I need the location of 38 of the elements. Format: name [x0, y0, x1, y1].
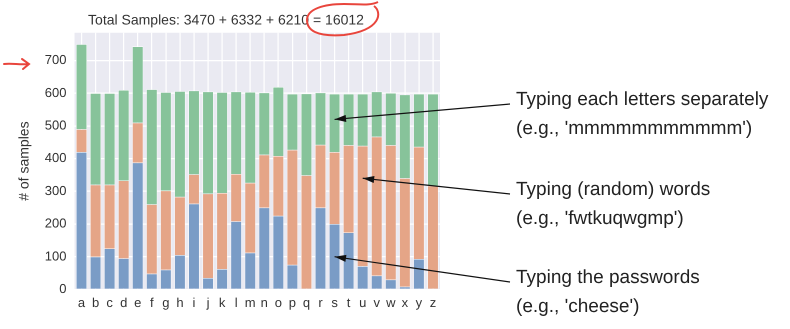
x-tick-label: g	[162, 294, 170, 310]
x-tick-label: j	[206, 294, 210, 310]
x-tick-label: r	[318, 294, 324, 310]
y-tick-label: 600	[44, 84, 66, 100]
x-tick-label: t	[346, 294, 351, 310]
annotation: Typing the passwords (e.g., 'cheese')	[516, 267, 700, 318]
y-tick-label: 300	[44, 182, 66, 198]
x-tick-label: k	[218, 294, 226, 310]
x-tick-label: q	[302, 294, 310, 310]
x-tick-label: f	[150, 294, 154, 310]
x-tick-label: l	[234, 294, 238, 310]
y-tick-label: 700	[44, 52, 66, 68]
x-tick-label: s	[331, 294, 338, 310]
x-tick-label: x	[402, 294, 409, 310]
x-tick-label: b	[92, 294, 100, 310]
y-tick-label: 100	[44, 248, 66, 264]
x-tick-label: m	[244, 294, 256, 310]
x-tick-label: i	[192, 294, 196, 310]
x-tick-label: a	[78, 294, 86, 310]
x-tick-label: n	[260, 294, 268, 310]
x-tick-label: v	[373, 294, 380, 310]
y-axis-title: # of samples	[15, 121, 32, 201]
annotation: Typing (random) words (e.g., 'fwtkuqwgmp')	[516, 179, 710, 230]
x-tick-label: u	[359, 294, 366, 310]
x-tick-label: w	[385, 294, 396, 310]
x-tick-label: z	[430, 294, 436, 310]
y-tick-label: 200	[44, 216, 66, 231]
x-tick-label: o	[274, 294, 282, 310]
x-tick-label: p	[288, 294, 296, 310]
annotation: Typing each letters separately (e.g., 'mmmmmmmmmmm')	[516, 89, 769, 140]
x-tick-label: e	[134, 294, 142, 310]
x-tick-label: y	[416, 294, 423, 310]
y-tick-label: 0	[59, 280, 66, 296]
y-tick-label: 500	[44, 118, 66, 133]
y-tick-label: 400	[44, 150, 66, 166]
x-tick-label: d	[120, 294, 128, 310]
x-tick-label: h	[176, 294, 184, 310]
x-tick-label: c	[106, 294, 114, 310]
